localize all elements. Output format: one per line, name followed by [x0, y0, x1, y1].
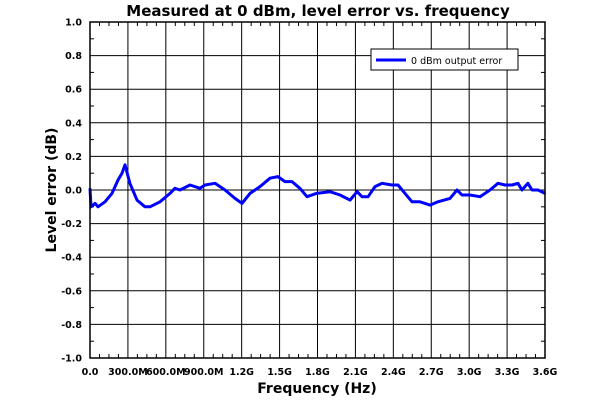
legend-label: 0 dBm output error: [411, 56, 502, 67]
y-tick-label: -0.2: [61, 219, 82, 230]
data-point: [391, 184, 393, 186]
data-point: [149, 206, 151, 208]
data-point: [461, 194, 463, 196]
data-point: [224, 189, 226, 191]
data-point: [121, 172, 123, 174]
x-axis-label: Frequency (Hz): [257, 381, 376, 397]
data-point: [497, 182, 499, 185]
data-point: [189, 184, 191, 186]
data-point: [479, 195, 481, 198]
data-point: [97, 206, 99, 208]
data-point: [199, 187, 201, 190]
data-point: [404, 192, 406, 195]
data-point: [511, 184, 513, 186]
data-point: [306, 195, 308, 198]
data-point: [411, 200, 413, 203]
y-tick-label: 0.2: [65, 152, 82, 163]
y-tick-label: 1.0: [65, 18, 82, 29]
data-point: [214, 182, 216, 185]
data-point: [429, 204, 431, 206]
data-point: [469, 194, 471, 196]
series-layer: [88, 163, 546, 209]
y-tick-label: 0.8: [65, 51, 82, 62]
x-tick-label: 1.5G: [267, 367, 292, 378]
data-point: [291, 180, 293, 183]
data-point: [241, 202, 243, 205]
data-point: [129, 182, 131, 185]
data-point: [361, 195, 363, 198]
data-point: [174, 187, 176, 190]
legend: 0 dBm output error: [370, 48, 519, 71]
data-point: [437, 200, 439, 203]
data-point: [489, 189, 491, 191]
data-point: [179, 189, 181, 191]
x-tick-label: 3.3G: [495, 367, 520, 378]
data-point: [339, 194, 341, 196]
x-tick-label: 3.6G: [533, 367, 558, 378]
x-tick-label: 1.2G: [229, 367, 254, 378]
grid: [89, 21, 546, 359]
data-point: [517, 182, 519, 185]
data-point: [456, 189, 458, 191]
data-point: [234, 197, 236, 200]
data-point: [537, 189, 539, 191]
data-point: [104, 200, 106, 203]
data-point: [169, 192, 171, 195]
x-tick-label: 900.0M: [184, 367, 224, 378]
data-point: [449, 197, 451, 200]
data-point: [504, 184, 506, 186]
data-point: [159, 200, 161, 203]
data-point: [531, 189, 533, 191]
data-point: [356, 190, 358, 193]
data-point: [284, 180, 286, 183]
chart-title: Measured at 0 dBm, level error vs. frequ…: [126, 2, 510, 20]
data-point: [94, 202, 96, 205]
data-point: [299, 187, 301, 190]
y-tick-label: -0.4: [61, 253, 82, 264]
data-point: [349, 199, 351, 201]
data-point: [269, 177, 271, 180]
x-tick-label: 600.0M: [146, 367, 186, 378]
legend-box: [370, 48, 519, 71]
data-point: [277, 175, 279, 178]
data-point: [367, 195, 369, 198]
data-point: [204, 184, 206, 186]
data-point: [144, 206, 146, 208]
x-tick-label: 2.7G: [419, 367, 444, 378]
y-tick-label: -1.0: [61, 354, 82, 365]
data-point: [521, 189, 523, 191]
data-point: [419, 200, 421, 203]
data-point: [315, 192, 318, 195]
data-point: [136, 199, 138, 201]
plot-frame: [89, 21, 546, 359]
data-point: [381, 182, 383, 185]
data-point: [259, 185, 261, 188]
data-point: [329, 190, 331, 193]
x-tick-label: 2.1G: [343, 367, 368, 378]
data-point: [397, 184, 399, 186]
data-point: [374, 185, 376, 188]
x-tick-label: 1.8G: [305, 367, 330, 378]
data-point: [249, 192, 251, 195]
y-tick-label: 0.4: [65, 118, 82, 129]
x-tick-label: 3.0G: [457, 367, 482, 378]
y-tick-label: 0.0: [65, 186, 82, 197]
x-tick-label: 2.4G: [381, 367, 406, 378]
data-point: [527, 182, 529, 185]
x-tick-label: 0.0: [82, 367, 99, 378]
data-point: [124, 164, 126, 166]
y-axis-label: Level error (dB): [44, 128, 60, 253]
y-tick-label: 0.6: [65, 85, 82, 96]
x-tick-label: 300.0M: [108, 367, 148, 378]
y-tick-label: -0.6: [61, 286, 82, 297]
data-point: [117, 179, 119, 181]
data-point: [111, 192, 113, 195]
y-tick-label: -0.8: [61, 320, 82, 331]
